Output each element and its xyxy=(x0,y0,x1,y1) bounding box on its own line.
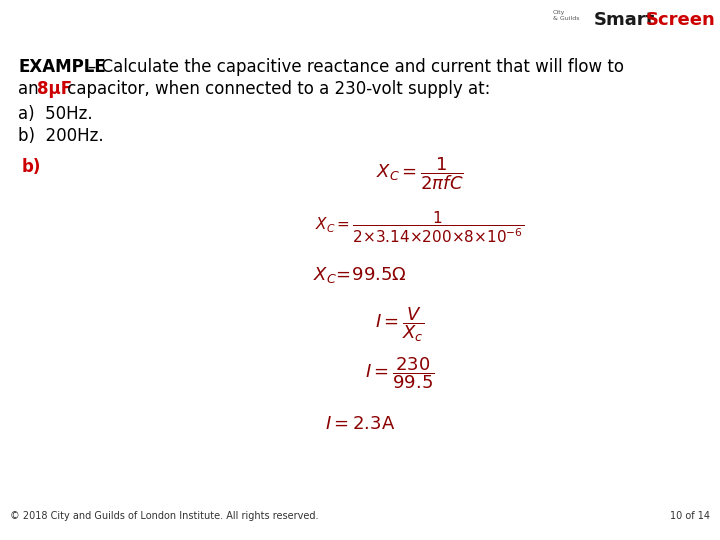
Text: $I = \dfrac{230}{99.5}$: $I = \dfrac{230}{99.5}$ xyxy=(365,355,435,390)
Text: b): b) xyxy=(22,158,41,176)
Text: Screen: Screen xyxy=(646,11,716,29)
Text: a)  50Hz.: a) 50Hz. xyxy=(18,105,93,123)
Text: $X_C = \dfrac{1}{2{\times}3.14{\times}200{\times}8{\times}10^{-6}}$: $X_C = \dfrac{1}{2{\times}3.14{\times}20… xyxy=(315,210,525,246)
Text: Smart: Smart xyxy=(594,11,655,29)
Text: 10 of 14: 10 of 14 xyxy=(670,511,710,521)
Text: capacitor, when connected to a 230-volt supply at:: capacitor, when connected to a 230-volt … xyxy=(62,80,490,98)
Text: an: an xyxy=(18,80,44,98)
Text: $I = \dfrac{V}{X_c}$: $I = \dfrac{V}{X_c}$ xyxy=(375,305,425,343)
Text: EXAMPLE: EXAMPLE xyxy=(18,58,106,76)
Text: Electrical Installations (Buildings and Structures): Electrical Installations (Buildings and … xyxy=(112,14,438,26)
Text: Level 3 Diploma in: Level 3 Diploma in xyxy=(16,14,130,26)
Text: $X_C\!=\!99.5\Omega$: $X_C\!=\!99.5\Omega$ xyxy=(313,265,407,285)
Text: City
& Guilds: City & Guilds xyxy=(553,10,580,21)
Text: b)  200Hz.: b) 200Hz. xyxy=(18,127,104,145)
Text: 8μF: 8μF xyxy=(37,80,72,98)
Text: $I = 2.3\mathrm{A}$: $I = 2.3\mathrm{A}$ xyxy=(325,415,395,433)
Bar xyxy=(551,3,590,37)
Text: – Calculate the capacitive reactance and current that will flow to: – Calculate the capacitive reactance and… xyxy=(88,58,624,76)
Text: $X_C = \dfrac{1}{2\pi f C}$: $X_C = \dfrac{1}{2\pi f C}$ xyxy=(376,155,464,192)
Text: © 2018 City and Guilds of London Institute. All rights reserved.: © 2018 City and Guilds of London Institu… xyxy=(10,511,318,521)
